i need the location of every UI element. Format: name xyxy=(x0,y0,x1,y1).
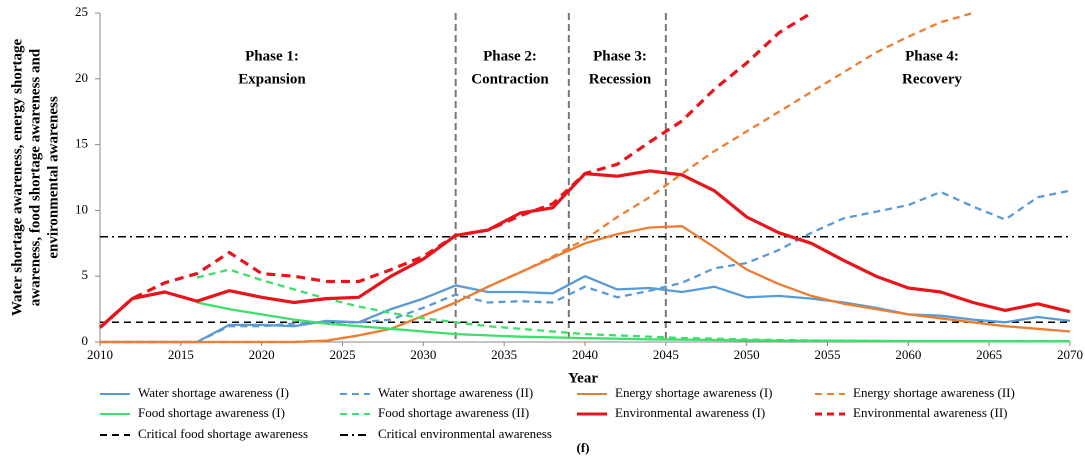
phase-label: Contraction xyxy=(471,71,549,87)
x-tick-label: 2015 xyxy=(168,347,194,362)
series-line xyxy=(100,189,1071,344)
y-axis-label: environmental awareness xyxy=(45,96,61,259)
x-tick-label: 2070 xyxy=(1057,347,1083,362)
x-tick-label: 2040 xyxy=(572,347,598,362)
y-tick-label: 5 xyxy=(82,267,89,282)
phase-label: Expansion xyxy=(238,71,306,87)
y-tick-label: 20 xyxy=(75,70,88,85)
series-line xyxy=(98,11,813,329)
y-axis-label: awareness, food shortage awareness and xyxy=(27,48,43,306)
phase-label: Phase 3: xyxy=(593,48,647,64)
x-tick-label: 2045 xyxy=(653,347,679,362)
legend-label: Water shortage awareness (I) xyxy=(138,385,289,400)
x-tick-label: 2065 xyxy=(976,347,1002,362)
phase-label: Recovery xyxy=(902,71,962,87)
legend-label: Food shortage awareness (II) xyxy=(378,405,529,420)
phase-label: Recession xyxy=(589,71,652,87)
legend-label: Water shortage awareness (II) xyxy=(378,385,533,400)
x-axis-label: Year xyxy=(568,370,598,386)
legend-label: Environmental awareness (I) xyxy=(615,405,765,420)
y-tick-label: 0 xyxy=(82,333,89,348)
x-tick-label: 2025 xyxy=(330,347,356,362)
x-tick-label: 2030 xyxy=(410,347,436,362)
legend-label: Energy shortage awareness (I) xyxy=(615,385,773,400)
y-axis-label: Water shortage awareness, energy shortag… xyxy=(9,39,25,317)
y-tick-label: 25 xyxy=(75,4,88,19)
legend-label: Critical environmental awareness xyxy=(378,426,552,441)
x-tick-label: 2010 xyxy=(87,347,113,362)
legend-label: Critical food shortage awareness xyxy=(138,426,308,441)
phase-label: Phase 2: xyxy=(483,48,537,64)
y-tick-label: 15 xyxy=(75,136,88,151)
phase-label: Phase 4: xyxy=(905,48,959,64)
caption: (f) xyxy=(577,440,590,455)
phase-label: Phase 1: xyxy=(245,48,299,64)
series-line xyxy=(196,268,1070,343)
x-tick-label: 2060 xyxy=(895,347,921,362)
series-line xyxy=(98,169,1071,329)
legend-label: Energy shortage awareness (II) xyxy=(853,385,1015,400)
y-tick-label: 10 xyxy=(75,201,88,216)
x-tick-label: 2020 xyxy=(249,347,275,362)
x-tick-label: 2050 xyxy=(734,347,760,362)
x-tick-label: 2055 xyxy=(815,347,841,362)
series-line xyxy=(100,11,974,344)
x-tick-label: 2035 xyxy=(491,347,517,362)
legend-label: Food shortage awareness (I) xyxy=(138,405,285,420)
legend-label: Environmental awareness (II) xyxy=(853,405,1008,420)
